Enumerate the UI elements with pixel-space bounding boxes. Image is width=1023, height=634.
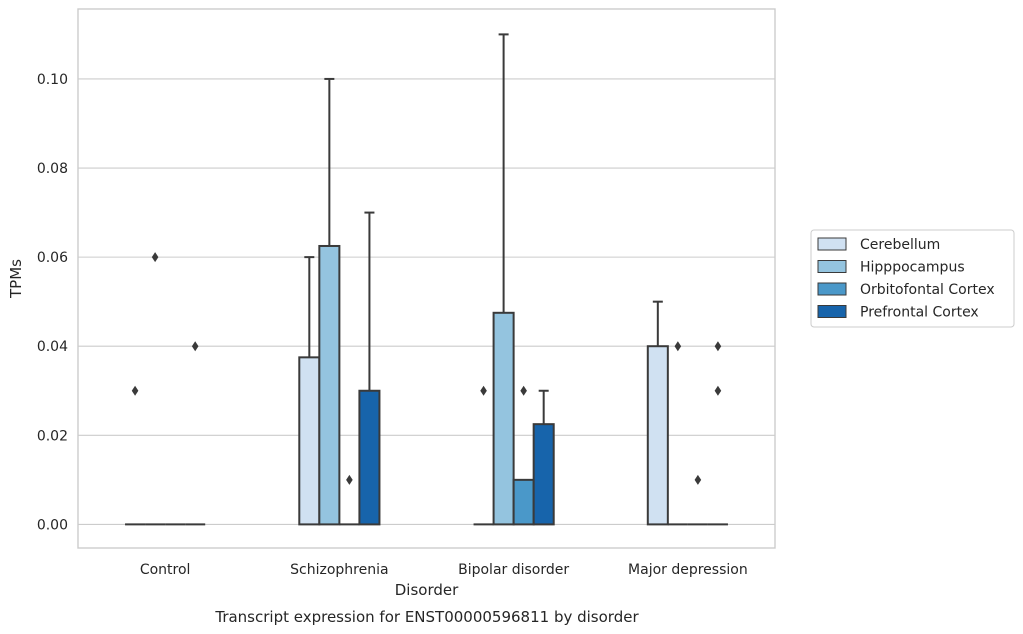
legend-swatch — [817, 260, 847, 273]
legend-swatch — [817, 237, 847, 251]
y-tick-label: 0.04 — [37, 339, 68, 355]
plot-marks — [125, 33, 728, 526]
chart-caption: Transcript expression for ENST0000059681… — [214, 608, 639, 626]
x-tick-label: Major depression — [628, 562, 748, 578]
outlier-point — [714, 341, 722, 352]
x-axis-label: Disorder — [395, 581, 459, 599]
outlier-point — [346, 474, 353, 485]
bar — [318, 244, 341, 526]
x-tick-labels: Control Schizophrenia Bipolar disorder Majo… — [140, 562, 748, 578]
y-axis-label: TPMs — [7, 259, 25, 299]
outlier-point — [191, 341, 199, 352]
outlier-point — [480, 385, 487, 396]
outlier-point — [694, 474, 702, 485]
x-tick-label: Bipolar disorder — [458, 562, 569, 578]
x-tick-label: Schizophrenia — [290, 562, 388, 578]
bar — [298, 356, 321, 526]
y-tick-label: 0.02 — [37, 428, 68, 444]
x-tick-label: Control — [140, 562, 191, 578]
y-tick-label: 0.06 — [37, 250, 68, 266]
y-tick-label: 0.10 — [37, 72, 68, 88]
legend-swatch — [817, 305, 847, 318]
bar — [646, 345, 669, 526]
outlier-point — [674, 341, 682, 352]
bar — [358, 389, 381, 526]
bar — [492, 311, 515, 526]
outlier-point — [131, 385, 139, 396]
y-tick-labels: 0.00 0.02 0.04 0.06 0.08 0.10 — [37, 72, 68, 533]
legend-entry-label: Hipppocampus — [860, 260, 965, 276]
bar — [532, 423, 555, 526]
legend-swatch — [817, 282, 847, 296]
plot-frame — [77, 8, 776, 549]
y-tick-label: 0.00 — [37, 517, 68, 533]
bar — [512, 478, 535, 526]
y-tick-label: 0.08 — [37, 161, 68, 177]
legend-entry-label: Cerebellum — [860, 237, 940, 253]
legend-frame — [810, 229, 1015, 328]
outlier-point — [151, 252, 159, 263]
legend: Cerebellum Hipppocampus Orbitofontal Corte… — [810, 229, 1015, 328]
outlier-point — [714, 385, 722, 396]
legend-entry-label: Orbitofontal Cortex — [860, 282, 995, 298]
outlier-point — [520, 385, 527, 396]
grid-lines — [78, 78, 775, 525]
legend-entry-label: Prefrontal Cortex — [860, 305, 979, 321]
